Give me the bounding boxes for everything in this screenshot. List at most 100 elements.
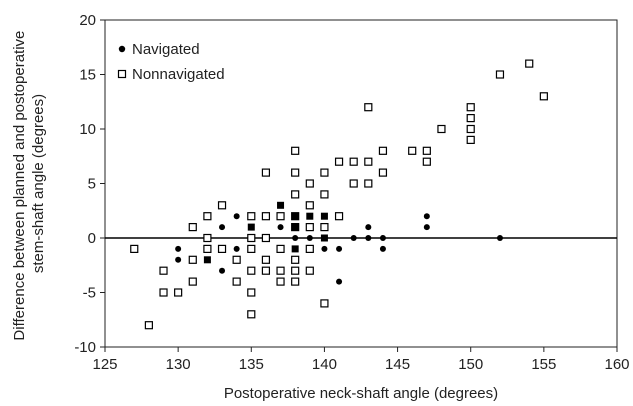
nonnavigated-point <box>261 266 271 275</box>
nonnavigated-point <box>203 212 212 221</box>
axis-ticks: 125 130 135 140 145 150 155 160 -10 -5 0 5 10 15 20 <box>74 12 629 373</box>
navigated-point <box>379 245 386 252</box>
nonnavigated-point <box>408 146 417 155</box>
nonnavigated-point <box>320 299 329 308</box>
x-tick-label: 135 <box>239 356 264 373</box>
navigated-point <box>336 245 343 252</box>
nonnavigated-point <box>466 124 475 134</box>
nonnavigated-point <box>232 255 241 264</box>
y-tick-label: -5 <box>83 285 96 302</box>
nonnavigated-point <box>188 277 197 286</box>
nonnavigated-point <box>130 244 139 253</box>
y-tick-label: -10 <box>74 339 96 356</box>
overlap-point <box>306 212 314 220</box>
nonnavigated-point <box>291 168 300 177</box>
nonnavigated-point <box>261 168 271 177</box>
y-tick-label: 20 <box>79 12 96 29</box>
nonnavigated-point <box>188 223 197 232</box>
overlap-point <box>247 223 255 231</box>
navigated-point <box>233 213 240 220</box>
nonnavigated-point <box>291 255 300 264</box>
nonnavigated-point <box>364 103 373 112</box>
y-axis-title: Difference between planned and postopera… <box>11 26 47 340</box>
nonnavigated-point <box>276 277 285 286</box>
nonnavigated-point <box>334 157 344 166</box>
nonnavigated-point <box>261 212 271 221</box>
nonnavigated-point <box>291 277 300 286</box>
navigated-point <box>379 235 386 241</box>
nonnavigated-point <box>305 179 314 188</box>
nonnavigated-point <box>203 233 212 243</box>
nonnavigated-point <box>247 266 256 275</box>
overlap-point <box>291 212 299 220</box>
nonnavigated-point <box>378 168 388 177</box>
nonnavigated-point <box>217 244 227 253</box>
nonnavigated-point <box>276 212 285 221</box>
nonnavigated-point <box>320 168 329 177</box>
nonnavigated-point <box>364 157 373 166</box>
navigated-point <box>292 235 299 241</box>
x-tick-label: 155 <box>531 356 556 373</box>
nonnavigated-point <box>174 288 183 297</box>
nonnavigated-point <box>378 146 388 155</box>
nonnavigated-point <box>305 223 314 232</box>
navigated-point <box>365 224 372 231</box>
y-tick-label: 10 <box>79 121 96 138</box>
nonnavigated-point <box>261 255 271 264</box>
legend-marker-navigated <box>118 45 126 53</box>
nonnavigated-point <box>466 135 475 144</box>
nonnavigated-point <box>466 103 475 112</box>
y-axis-title-line-2: stem-shaft angle (degrees) <box>30 94 47 273</box>
nonnavigated-point <box>247 233 256 243</box>
navigated-point <box>233 245 240 252</box>
navigated-point <box>350 235 357 241</box>
nonnavigated-point <box>247 288 256 297</box>
overlap-point <box>291 223 299 231</box>
nonnavigated-point <box>349 157 358 166</box>
nonnavigated-point <box>291 190 300 199</box>
navigated-point <box>336 278 343 285</box>
x-tick-label: 125 <box>92 356 117 373</box>
x-tick-label: 160 <box>604 356 629 373</box>
legend: Navigated Nonnavigated <box>117 41 225 83</box>
nonnavigated-point <box>320 190 329 199</box>
nonnavigated-point <box>217 201 227 210</box>
navigated-point <box>219 224 226 231</box>
nonnavigated-point <box>247 212 256 221</box>
overlap-point <box>291 245 299 253</box>
x-tick-label: 130 <box>166 356 191 373</box>
nonnavigated-point <box>247 310 256 319</box>
nonnavigated-point <box>437 124 446 134</box>
navigated-point <box>175 256 182 263</box>
navigated-point <box>306 235 313 241</box>
legend-marker-nonnavigated <box>117 69 127 79</box>
nonnavigated-point <box>261 233 271 243</box>
y-tick-label: 0 <box>88 230 96 247</box>
navigated-point <box>496 235 503 241</box>
nonnavigated-point <box>334 212 344 221</box>
x-tick-label: 145 <box>385 356 410 373</box>
navigated-point <box>175 245 182 252</box>
navigated-point <box>423 224 430 231</box>
nonnavigated-point <box>232 277 241 286</box>
nonnavigated-point <box>159 288 168 297</box>
x-axis-title: Postoperative neck-shaft angle (degrees) <box>224 385 498 402</box>
nonnavigated-point <box>305 266 314 275</box>
y-tick-label: 5 <box>88 176 96 193</box>
nonnavigated-point <box>291 146 300 155</box>
nonnavigated-point <box>188 255 197 264</box>
nonnavigated-point <box>203 244 212 253</box>
nonnavigated-point <box>276 266 285 275</box>
navigated-point <box>365 235 372 241</box>
nonnavigated-point <box>539 92 548 101</box>
navigated-point <box>277 224 284 231</box>
nonnavigated-point <box>422 157 431 166</box>
nonnavigated-point <box>305 201 314 210</box>
y-tick-label: 15 <box>79 67 96 84</box>
y-axis-title-line-1: Difference between planned and postopera… <box>11 31 28 341</box>
nonnavigated-point <box>291 266 300 275</box>
navigated-point <box>423 213 430 220</box>
nonnavigated-point <box>320 223 329 232</box>
data-points <box>130 59 548 330</box>
